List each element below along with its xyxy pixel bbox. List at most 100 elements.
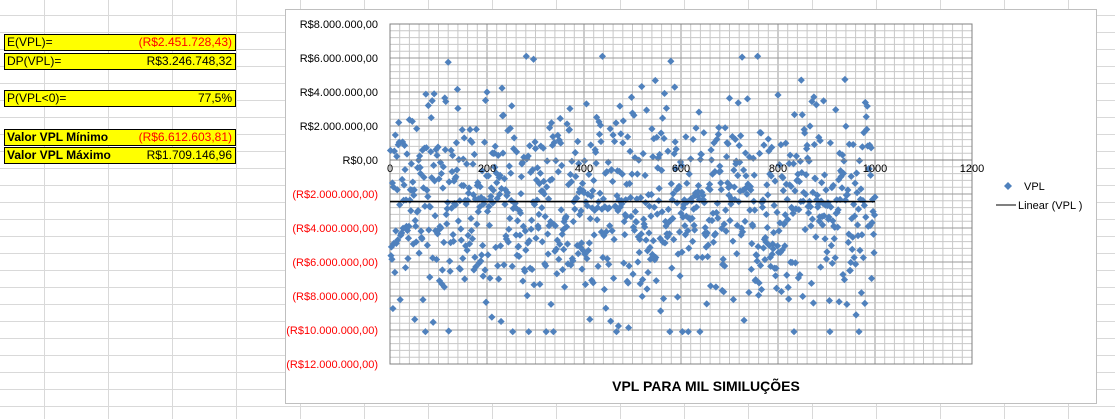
legend[interactable]: VPL Linear (VPL ) xyxy=(996,181,1082,212)
vpl-point xyxy=(582,100,591,108)
vpl-point xyxy=(563,240,572,248)
vpl-point xyxy=(779,187,787,195)
stat-label: E(VPL)= xyxy=(7,35,53,49)
vpl-point xyxy=(774,91,782,99)
vpl-point xyxy=(691,189,700,197)
vpl-point xyxy=(567,178,575,186)
vpl-point xyxy=(840,276,849,284)
vpl-point xyxy=(598,205,606,213)
vpl-point xyxy=(617,130,625,138)
stat-min-vpl[interactable]: Valor VPL Mínimo (R$6.612.603,81) xyxy=(4,129,236,146)
stat-max-vpl[interactable]: Valor VPL Máximo R$1.709.146,96 xyxy=(4,147,236,164)
vpl-point xyxy=(775,161,784,169)
vpl-point xyxy=(789,209,797,217)
vpl-point xyxy=(662,222,670,230)
vpl-point xyxy=(440,283,448,291)
vpl-point xyxy=(617,196,625,205)
vpl-point xyxy=(411,216,419,225)
vpl-point xyxy=(472,125,480,133)
vpl-point xyxy=(391,268,399,277)
vpl-point xyxy=(810,140,818,149)
vpl-point xyxy=(446,257,454,265)
vpl-point xyxy=(407,160,415,168)
vpl-point xyxy=(634,258,642,266)
chart-area[interactable]: R$8.000.000,00 R$6.000.000,00 R$4.000.000,… xyxy=(285,9,1097,404)
vpl-point xyxy=(866,141,874,149)
vpl-point xyxy=(784,283,792,292)
vpl-point xyxy=(721,262,729,270)
vpl-point xyxy=(609,177,617,186)
vpl-point xyxy=(749,222,757,230)
vpl-point xyxy=(430,90,438,98)
vpl-point xyxy=(586,215,594,223)
vpl-point xyxy=(655,184,663,193)
vpl-point xyxy=(435,175,443,183)
stat-expected-vpl[interactable]: E(VPL)= (R$2.451.728,43) xyxy=(4,34,236,51)
vpl-point xyxy=(531,144,540,153)
vpl-point xyxy=(583,202,591,210)
vpl-point xyxy=(818,179,826,187)
vpl-point xyxy=(813,191,821,199)
vpl-point xyxy=(670,150,678,158)
vpl-point xyxy=(699,191,707,200)
vpl-point xyxy=(641,223,649,231)
vpl-point xyxy=(554,131,562,139)
vpl-point xyxy=(626,194,635,202)
vpl-point xyxy=(768,143,776,151)
vpl-point xyxy=(871,193,879,201)
vpl-point xyxy=(678,248,686,256)
vpl-point xyxy=(742,172,750,180)
vpl-point xyxy=(510,145,518,153)
vpl-point xyxy=(804,209,813,217)
vpl-point xyxy=(672,165,680,173)
vpl-point xyxy=(670,235,678,244)
vpl-point xyxy=(503,188,511,197)
vpl-point xyxy=(654,154,662,162)
vpl-point xyxy=(747,186,755,194)
vpl-point xyxy=(569,257,577,265)
x-tick-label: 1000 xyxy=(863,163,887,175)
vpl-point xyxy=(631,207,640,216)
vpl-point xyxy=(802,171,810,179)
vpl-point xyxy=(765,147,773,155)
vpl-point xyxy=(764,135,772,143)
vpl-point xyxy=(816,137,824,145)
vpl-point xyxy=(483,88,491,96)
vpl-point xyxy=(646,243,654,252)
vpl-point xyxy=(820,171,829,179)
vpl-point xyxy=(586,315,594,323)
x-axis: 0 200 400 600 800 1000 1200 xyxy=(387,159,984,175)
vpl-point xyxy=(736,158,744,166)
vpl-point xyxy=(738,228,747,236)
vpl-point xyxy=(507,169,515,177)
vpl-point xyxy=(445,327,453,335)
vpl-point xyxy=(716,162,724,170)
vpl-point xyxy=(418,235,426,243)
vpl-point xyxy=(815,217,823,225)
vpl-point xyxy=(523,291,531,300)
vpl-point xyxy=(540,177,548,185)
vpl-point xyxy=(706,180,714,188)
vpl-point xyxy=(444,198,452,207)
stat-value: 77,5% xyxy=(197,91,232,105)
vpl-point xyxy=(454,217,462,225)
vpl-point xyxy=(585,239,593,247)
vpl-point xyxy=(457,225,465,233)
vpl-point xyxy=(715,123,723,132)
vpl-point xyxy=(472,263,480,271)
vpl-point xyxy=(557,139,565,147)
stat-value: (R$2.451.728,43) xyxy=(138,35,232,49)
vpl-point xyxy=(703,300,711,308)
vpl-point xyxy=(406,196,414,204)
y-tick-label: (R$12.000.000,00) xyxy=(286,359,378,371)
vpl-point xyxy=(488,313,496,321)
vpl-point xyxy=(862,213,870,221)
stat-std-vpl[interactable]: DP(VPL)= R$3.246.748,32 xyxy=(4,53,236,70)
stat-prob-negative[interactable]: P(VPL<0)= 77,5% xyxy=(4,90,236,107)
vpl-point xyxy=(683,179,691,187)
vpl-point xyxy=(594,262,602,270)
vpl-point xyxy=(641,199,650,207)
vpl-point xyxy=(802,190,810,198)
vpl-point xyxy=(722,227,730,235)
vpl-point xyxy=(748,240,756,248)
